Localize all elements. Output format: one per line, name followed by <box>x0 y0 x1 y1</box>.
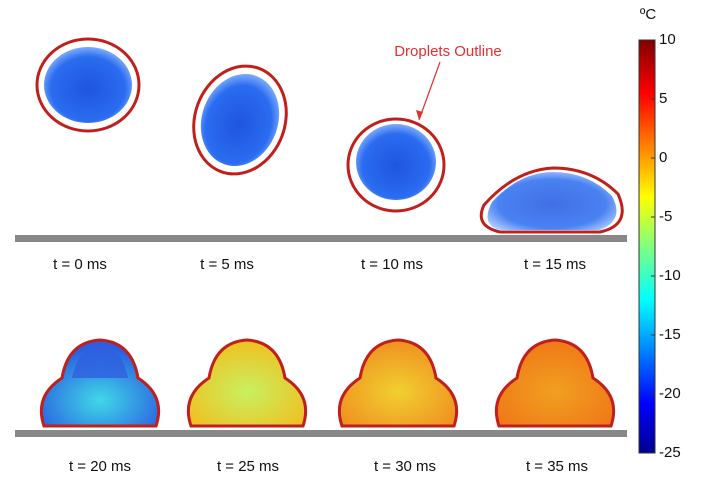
tick-label: -20 <box>659 385 681 402</box>
frame-label: t = 25 ms <box>217 458 279 475</box>
frame-label: t = 10 ms <box>361 256 423 273</box>
tick-label: 5 <box>659 90 667 107</box>
frame-label: t = 15 ms <box>524 256 586 273</box>
frame-label: t = 5 ms <box>200 256 254 273</box>
droplet <box>188 340 305 426</box>
droplet <box>44 47 132 123</box>
tick-label: 10 <box>659 31 676 48</box>
surface <box>15 430 627 437</box>
figure: Droplets Outline t = 0 ms t = 5 ms t = 1… <box>0 0 702 478</box>
annotation-arrow <box>419 62 440 120</box>
droplet <box>356 124 436 200</box>
frame-label: t = 35 ms <box>526 458 588 475</box>
colorbar-unit: ºC <box>640 6 656 23</box>
tick-label: -10 <box>659 267 681 284</box>
tick-label: 0 <box>659 149 667 166</box>
tick-label: -5 <box>659 208 672 225</box>
tick-label: -15 <box>659 326 681 343</box>
surface <box>15 235 627 242</box>
droplet <box>496 340 613 426</box>
frame-label: t = 30 ms <box>374 458 436 475</box>
annotation: Droplets Outline <box>394 43 502 60</box>
colorbar <box>639 40 655 453</box>
droplet <box>339 340 456 426</box>
frame-label: t = 0 ms <box>53 256 107 273</box>
frame-label: t = 20 ms <box>69 458 131 475</box>
droplet <box>488 172 617 230</box>
tick-label: -25 <box>659 444 681 461</box>
